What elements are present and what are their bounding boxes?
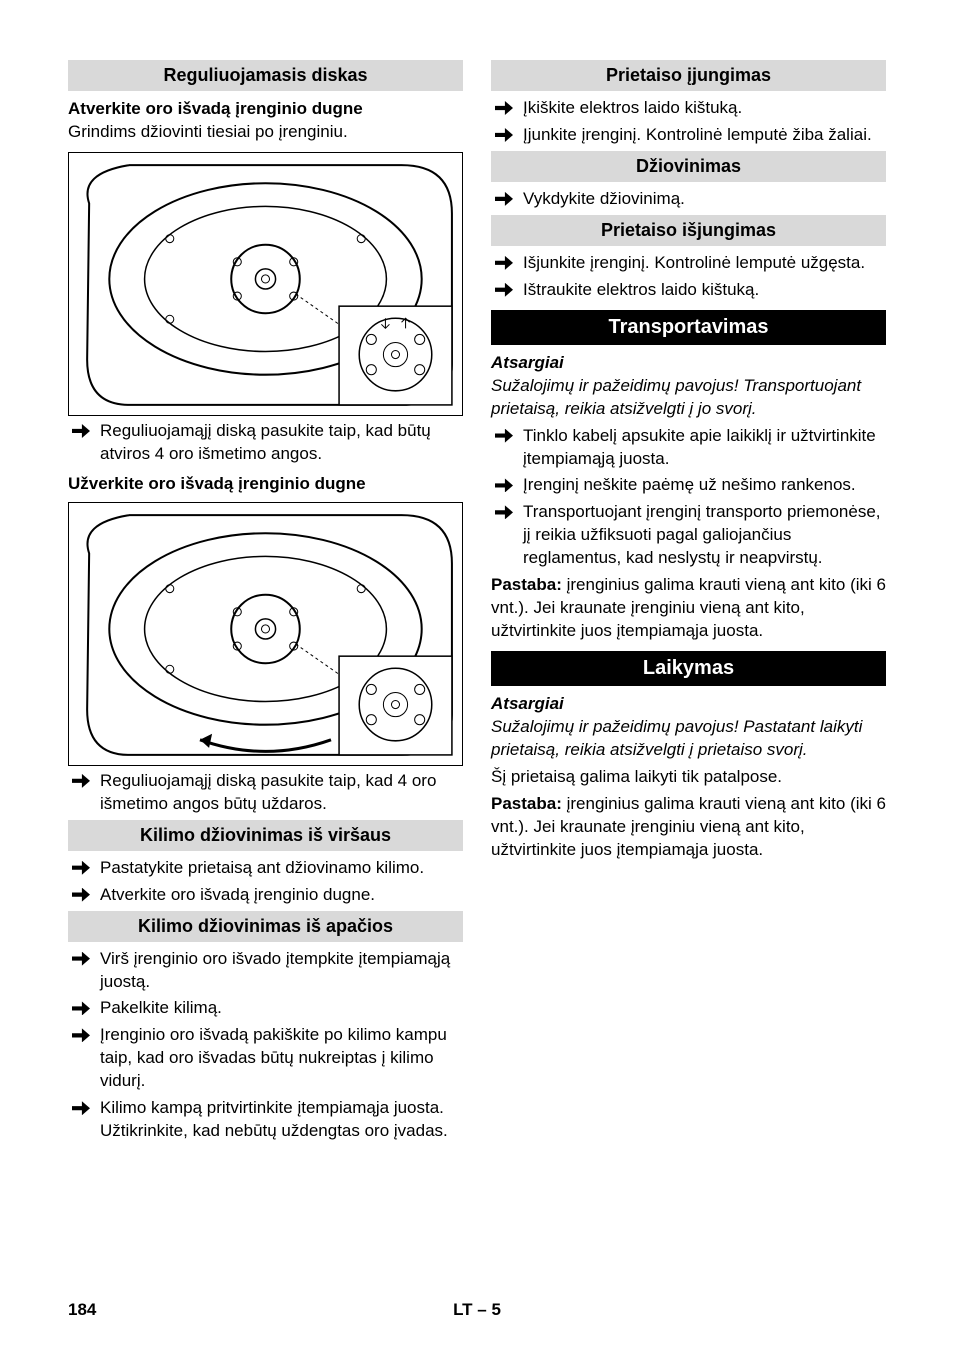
transport-note: Pastaba: įrenginius galima krauti vieną … xyxy=(491,574,886,643)
right-column: Prietaiso įjungimas Įkiškite elektros la… xyxy=(491,60,886,1147)
warn-label-laikymas: Atsargiai xyxy=(491,694,886,714)
dziovinimas-list: Vykdykite džiovinimą. xyxy=(491,188,886,211)
laikymas-note: Pastaba: įrenginius galima krauti vieną … xyxy=(491,793,886,862)
heading-isjungimas: Prietaiso išjungimas xyxy=(491,215,886,246)
list-item: Atverkite oro išvadą įrenginio dugne. xyxy=(68,884,463,907)
left-column: Reguliuojamasis diskas Atverkite oro išv… xyxy=(68,60,463,1147)
open-outlet-note: Grindims džiovinti tiesiai po įrenginiu. xyxy=(68,121,463,144)
heading-ijungimas: Prietaiso įjungimas xyxy=(491,60,886,91)
figure-disk-closed xyxy=(68,502,463,766)
footer-center: LT – 5 xyxy=(453,1300,501,1320)
kilimo-apacios-list: Virš įrenginio oro išvado įtempkite įtem… xyxy=(68,948,463,1144)
figure-disk-open xyxy=(68,152,463,416)
page-number: 184 xyxy=(68,1300,96,1320)
heading-dziovinimas: Džiovinimas xyxy=(491,151,886,182)
ijungimas-list: Įkiškite elektros laido kištuką. Įjunkit… xyxy=(491,97,886,147)
isjungimas-list: Išjunkite įrenginį. Kontrolinė lemputė u… xyxy=(491,252,886,302)
subheading-open-outlet: Atverkite oro išvadą įrenginio dugne xyxy=(68,99,463,119)
transport-list: Tinklo kabelį apsukite apie laikiklį ir … xyxy=(491,425,886,571)
heading-kilimo-apacios: Kilimo džiovinimas iš apačios xyxy=(68,911,463,942)
fig2-caption-list: Reguliuojamąjį diską pasukite taip, kad … xyxy=(68,770,463,816)
list-item: Išjunkite įrenginį. Kontrolinė lemputė u… xyxy=(491,252,886,275)
kilimo-virsaus-list: Pastatykite prietaisą ant džiovinamo kil… xyxy=(68,857,463,907)
note-label: Pastaba: xyxy=(491,794,562,813)
page-footer: 184 LT – 5 xyxy=(0,1300,954,1320)
fig2-caption: Reguliuojamąjį diską pasukite taip, kad … xyxy=(68,770,463,816)
note-label: Pastaba: xyxy=(491,575,562,594)
list-item: Ištraukite elektros laido kištuką. xyxy=(491,279,886,302)
subheading-close-outlet: Užverkite oro išvadą įrenginio dugne xyxy=(68,474,463,494)
warn-label-transport: Atsargiai xyxy=(491,353,886,373)
list-item: Įkiškite elektros laido kištuką. xyxy=(491,97,886,120)
heading-reguliuojamasis-diskas: Reguliuojamasis diskas xyxy=(68,60,463,91)
list-item: Kilimo kampą pritvirtinkite įtempiamąja … xyxy=(68,1097,463,1143)
list-item: Įrenginio oro išvadą pakiškite po kilimo… xyxy=(68,1024,463,1093)
fig1-caption-list: Reguliuojamąjį diską pasukite taip, kad … xyxy=(68,420,463,466)
laikymas-line: Šį prietaisą galima laikyti tik patalpos… xyxy=(491,766,886,789)
list-item: Įrenginį neškite paėmę už nešimo rankeno… xyxy=(491,474,886,497)
fig1-caption: Reguliuojamąjį diską pasukite taip, kad … xyxy=(68,420,463,466)
list-item: Tinklo kabelį apsukite apie laikiklį ir … xyxy=(491,425,886,471)
list-item: Transportuojant įrenginį transporto prie… xyxy=(491,501,886,570)
heading-kilimo-virsaus: Kilimo džiovinimas iš viršaus xyxy=(68,820,463,851)
list-item: Vykdykite džiovinimą. xyxy=(491,188,886,211)
list-item: Pastatykite prietaisą ant džiovinamo kil… xyxy=(68,857,463,880)
warn-text-transport: Sužalojimų ir pažeidimų pavojus! Transpo… xyxy=(491,375,886,421)
heading-laikymas: Laikymas xyxy=(491,651,886,686)
list-item: Pakelkite kilimą. xyxy=(68,997,463,1020)
warn-text-laikymas: Sužalojimų ir pažeidimų pavojus! Pastata… xyxy=(491,716,886,762)
list-item: Virš įrenginio oro išvado įtempkite įtem… xyxy=(68,948,463,994)
list-item: Įjunkite įrenginį. Kontrolinė lemputė ži… xyxy=(491,124,886,147)
heading-transportavimas: Transportavimas xyxy=(491,310,886,345)
